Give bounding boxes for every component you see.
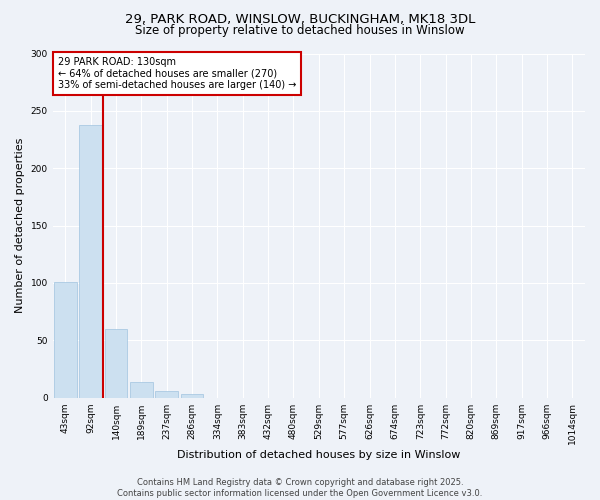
Bar bbox=[155, 390, 178, 398]
Bar bbox=[54, 282, 77, 398]
Text: 29, PARK ROAD, WINSLOW, BUCKINGHAM, MK18 3DL: 29, PARK ROAD, WINSLOW, BUCKINGHAM, MK18… bbox=[125, 12, 475, 26]
Y-axis label: Number of detached properties: Number of detached properties bbox=[15, 138, 25, 313]
Text: Size of property relative to detached houses in Winslow: Size of property relative to detached ho… bbox=[135, 24, 465, 37]
Text: 29 PARK ROAD: 130sqm
← 64% of detached houses are smaller (270)
33% of semi-deta: 29 PARK ROAD: 130sqm ← 64% of detached h… bbox=[58, 57, 296, 90]
X-axis label: Distribution of detached houses by size in Winslow: Distribution of detached houses by size … bbox=[177, 450, 461, 460]
Bar bbox=[181, 394, 203, 398]
Bar bbox=[130, 382, 153, 398]
Bar bbox=[104, 329, 127, 398]
Text: Contains HM Land Registry data © Crown copyright and database right 2025.
Contai: Contains HM Land Registry data © Crown c… bbox=[118, 478, 482, 498]
Bar bbox=[79, 124, 102, 398]
